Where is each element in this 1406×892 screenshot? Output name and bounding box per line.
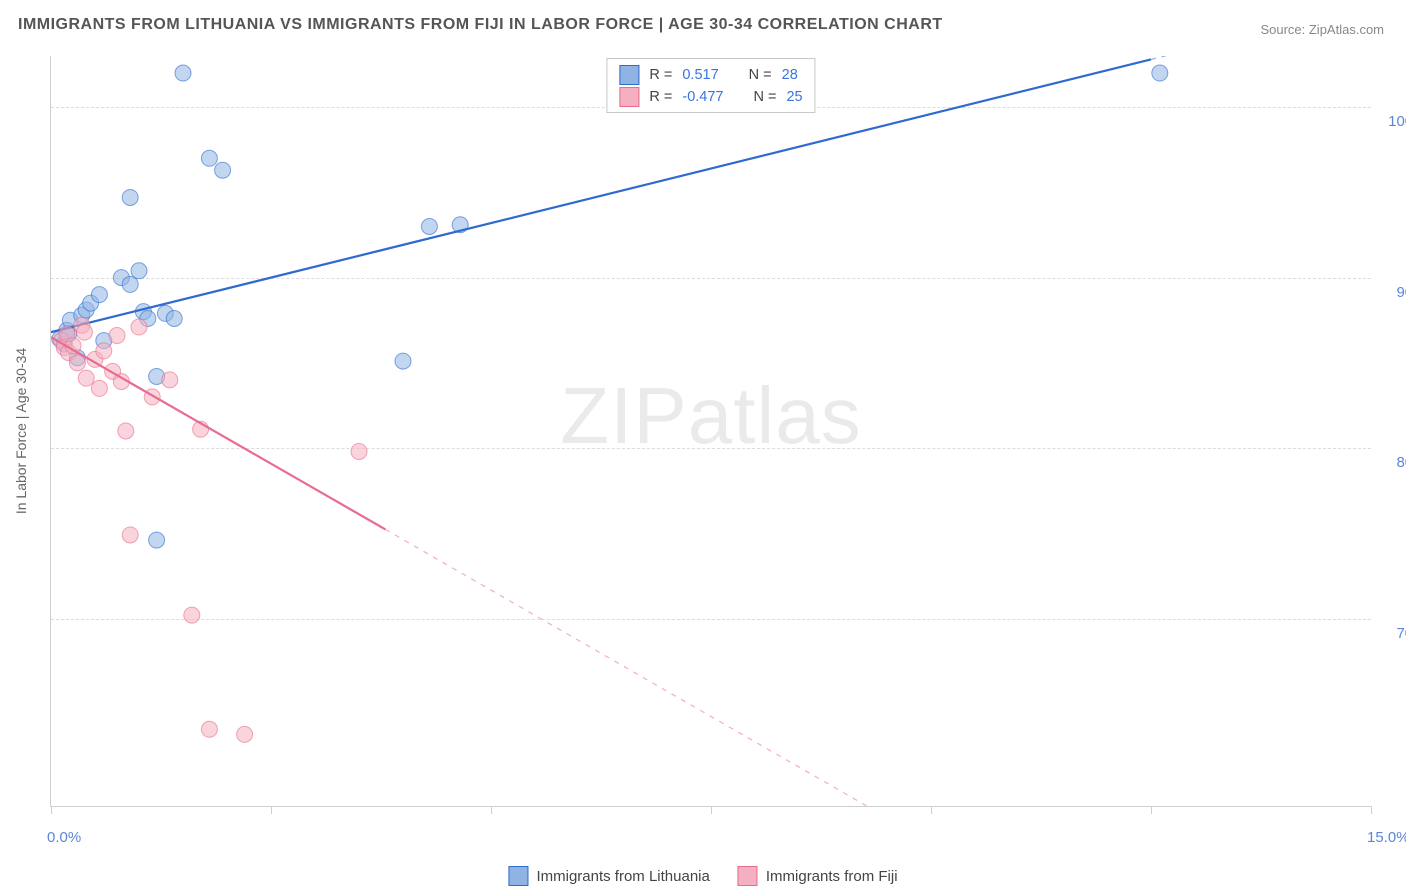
stats-box: R = 0.517 N = 28 R = -0.477 N = 25 — [606, 58, 815, 113]
swatch-fiji — [619, 87, 639, 107]
source-label: Source: ZipAtlas.com — [1260, 22, 1384, 37]
n-label: N = — [749, 64, 772, 86]
legend-swatch-fiji — [738, 866, 758, 886]
stats-row-lithuania: R = 0.517 N = 28 — [619, 64, 802, 86]
r-value-lithuania: 0.517 — [682, 64, 718, 86]
r-label: R = — [649, 64, 672, 86]
legend-item-lithuania: Immigrants from Lithuania — [508, 866, 709, 886]
x-tick-label: 0.0% — [47, 829, 81, 846]
r-value-fiji: -0.477 — [682, 86, 723, 108]
chart-title: IMMIGRANTS FROM LITHUANIA VS IMMIGRANTS … — [18, 16, 943, 34]
n-value-fiji: 25 — [786, 86, 802, 108]
plot-area: In Labor Force | Age 30-34 R = 0.517 N =… — [50, 56, 1371, 807]
y-tick-label: 80.0% — [1396, 454, 1406, 471]
legend-item-fiji: Immigrants from Fiji — [738, 866, 898, 886]
r-label: R = — [649, 86, 672, 108]
legend-label-lithuania: Immigrants from Lithuania — [536, 868, 709, 885]
x-tick-label: 15.0% — [1367, 829, 1406, 846]
legend-swatch-lithuania — [508, 866, 528, 886]
n-value-lithuania: 28 — [782, 64, 798, 86]
legend: Immigrants from Lithuania Immigrants fro… — [508, 866, 897, 886]
y-axis-title: In Labor Force | Age 30-34 — [13, 348, 29, 514]
n-label: N = — [753, 86, 776, 108]
y-tick-label: 90.0% — [1396, 284, 1406, 301]
stats-row-fiji: R = -0.477 N = 25 — [619, 86, 802, 108]
scatter-svg — [51, 56, 1371, 806]
legend-label-fiji: Immigrants from Fiji — [766, 868, 898, 885]
y-tick-label: 70.0% — [1396, 625, 1406, 642]
swatch-lithuania — [619, 65, 639, 85]
y-tick-label: 100.0% — [1388, 113, 1406, 130]
